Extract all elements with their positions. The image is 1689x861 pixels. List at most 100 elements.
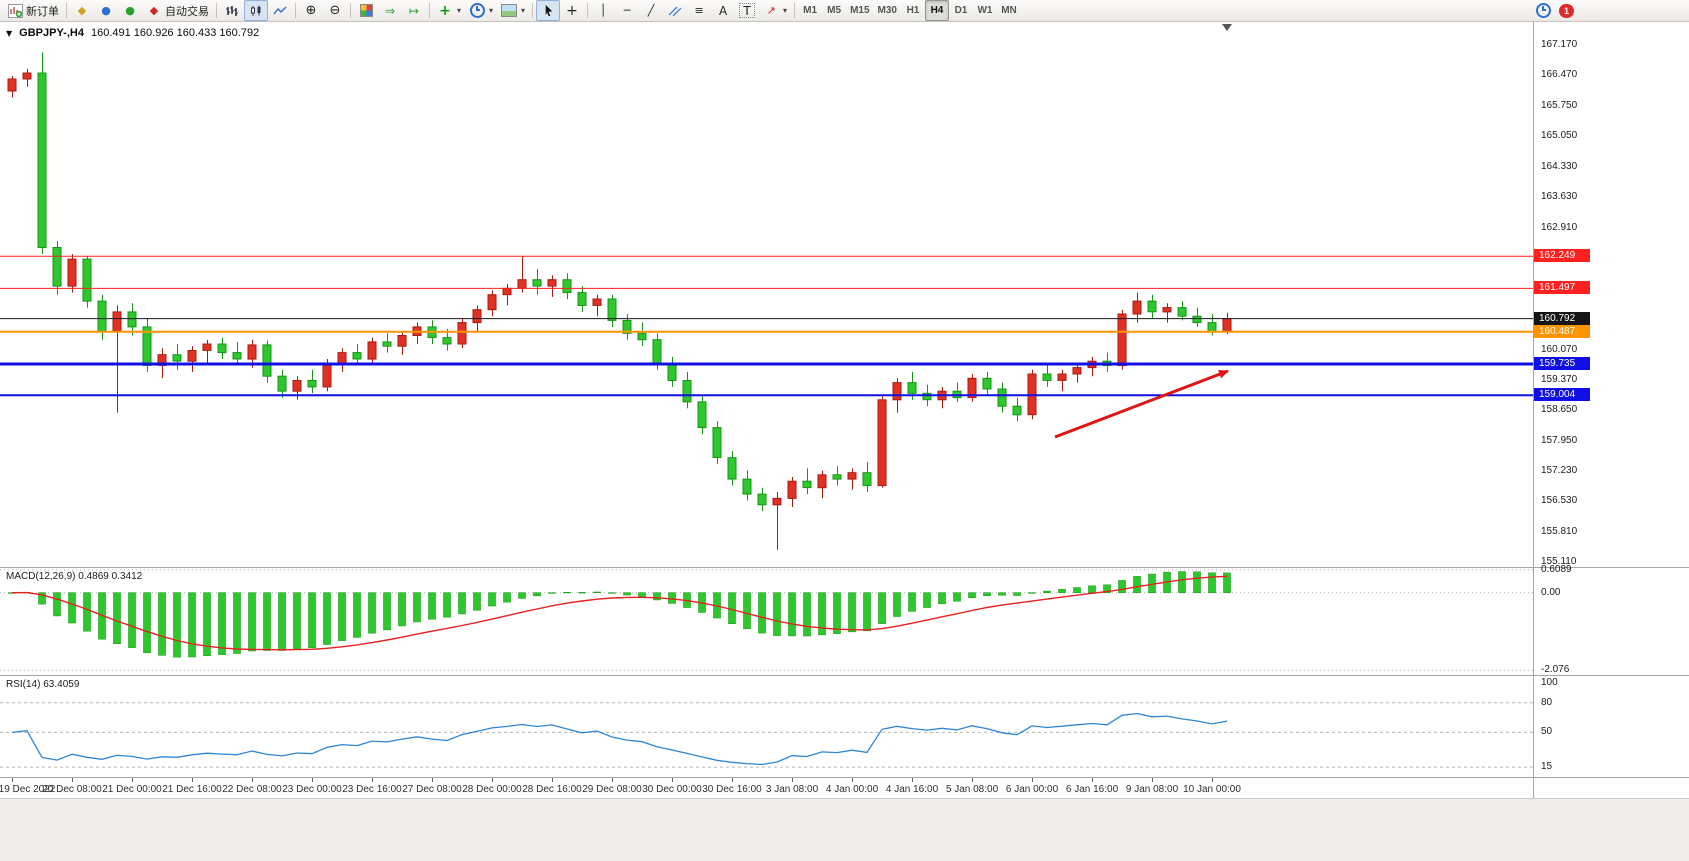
macd-panel-canvas[interactable] bbox=[0, 568, 1533, 675]
vertical-line-button[interactable]: │ bbox=[591, 0, 615, 21]
time-label: 3 Jan 08:00 bbox=[765, 784, 819, 795]
channel-button[interactable] bbox=[663, 0, 687, 21]
time-tick bbox=[732, 778, 733, 782]
time-scale[interactable]: 19 Dec 2022 20 Dec 08:00 21 Dec 00:00 21 De… bbox=[0, 778, 1533, 798]
autotrading-label: 自动交易 bbox=[165, 5, 209, 18]
time-tick bbox=[1032, 778, 1033, 782]
time-label: 9 Jan 08:00 bbox=[1125, 784, 1179, 795]
navigator-button[interactable]: ● bbox=[118, 0, 142, 21]
panel-separator[interactable] bbox=[0, 567, 1689, 568]
panel-separator bbox=[0, 777, 1689, 778]
auto-scroll-button[interactable]: ⇒ bbox=[378, 0, 402, 21]
periods-button[interactable]: ▾ bbox=[465, 0, 497, 21]
timeframe-W1[interactable]: W1 bbox=[977, 5, 993, 16]
timeframe-M5[interactable]: M5 bbox=[827, 5, 842, 16]
trendline-button[interactable]: ╱ bbox=[639, 0, 663, 21]
main-toolbar: 新订单 ◆ ● ● ◆ 自动交易 ⊕ ⊖ ⇒ bbox=[0, 0, 1689, 22]
timeframe-M1[interactable]: M1 bbox=[803, 5, 818, 16]
line-chart-button[interactable] bbox=[268, 0, 292, 21]
community-button[interactable]: ● bbox=[94, 0, 118, 21]
trend-arrow[interactable] bbox=[1054, 369, 1229, 439]
horizontal-line-button[interactable]: ─ bbox=[615, 0, 639, 21]
timeframe-H1[interactable]: H1 bbox=[906, 5, 920, 16]
fibonacci-button[interactable]: ≡ bbox=[687, 0, 711, 21]
templates-button[interactable]: ▾ bbox=[497, 0, 529, 21]
chart-shift-button[interactable]: ↦ bbox=[402, 0, 426, 21]
time-tick bbox=[852, 778, 853, 782]
price-badge-162.249: 162.249 bbox=[1534, 249, 1590, 262]
world-clock-icon[interactable] bbox=[1536, 3, 1551, 18]
ohlc-readout: 160.491 160.926 160.433 160.792 bbox=[90, 27, 260, 39]
time-label: 19 Dec 2022 bbox=[0, 784, 56, 795]
arrows-button[interactable]: ↗ ▾ bbox=[759, 0, 791, 21]
tile-windows-icon bbox=[358, 3, 374, 18]
price-tick: 157.230 bbox=[1541, 465, 1578, 476]
channel-icon bbox=[667, 3, 683, 18]
timeframe-M15[interactable]: M15 bbox=[850, 5, 870, 16]
toolbar-separator bbox=[295, 3, 296, 18]
zoom-out-button[interactable]: ⊖ bbox=[323, 0, 347, 21]
time-label: 28 Dec 00:00 bbox=[462, 784, 522, 795]
price-badge-161.497: 161.497 bbox=[1534, 281, 1590, 294]
market-watch-icon: ◆ bbox=[77, 4, 87, 17]
indicators-button[interactable]: + ▾ bbox=[433, 0, 465, 21]
macd-label: MACD(12,26,9) 0.4869 0.3412 bbox=[6, 571, 143, 582]
panel-separator[interactable] bbox=[0, 675, 1689, 676]
autotrading-icon: ◆ bbox=[149, 4, 159, 17]
timeframe-MN[interactable]: MN bbox=[1001, 5, 1017, 16]
text-icon: A bbox=[718, 3, 728, 18]
symbol-period: GBPJPY-,H4 bbox=[19, 27, 84, 39]
text-button[interactable]: A bbox=[711, 0, 735, 21]
notification-badge[interactable]: 1 bbox=[1559, 3, 1574, 18]
price-tick: 160.070 bbox=[1541, 344, 1578, 355]
zoom-in-button[interactable]: ⊕ bbox=[299, 0, 323, 21]
rsi-axis-label: 100 bbox=[1541, 677, 1558, 688]
time-tick bbox=[492, 778, 493, 782]
crosshair-button[interactable]: + bbox=[560, 0, 584, 21]
templates-icon bbox=[501, 3, 518, 18]
time-label: 30 Dec 00:00 bbox=[642, 784, 702, 795]
autotrading-button[interactable]: ◆ 自动交易 bbox=[142, 0, 213, 21]
time-label: 5 Jan 08:00 bbox=[945, 784, 999, 795]
macd-axis-label: 0.00 bbox=[1541, 587, 1561, 598]
navigator-icon: ● bbox=[125, 4, 135, 17]
dropdown-arrow-icon: ▾ bbox=[783, 6, 788, 15]
price-tick: 166.470 bbox=[1541, 69, 1578, 80]
time-tick bbox=[132, 778, 133, 782]
timeframe-H4[interactable]: H4 bbox=[924, 0, 949, 21]
macd-signal-line bbox=[11, 575, 1228, 651]
candlestick-chart-icon bbox=[248, 3, 264, 18]
macd-axis-label: 0.6089 bbox=[1541, 564, 1572, 575]
indicators-icon: + bbox=[439, 2, 451, 19]
bar-chart-button[interactable] bbox=[220, 0, 244, 21]
one-click-trading-expander[interactable]: ▼ bbox=[6, 28, 13, 38]
time-tick bbox=[312, 778, 313, 782]
timeframe-M30[interactable]: M30 bbox=[877, 5, 897, 16]
time-label: 29 Dec 08:00 bbox=[582, 784, 642, 795]
time-tick bbox=[432, 778, 433, 782]
cursor-button[interactable] bbox=[536, 0, 561, 21]
rsi-line bbox=[11, 712, 1228, 766]
market-watch-button[interactable]: ◆ bbox=[70, 0, 94, 21]
rsi-panel-canvas[interactable] bbox=[0, 676, 1533, 777]
text-label-button[interactable]: T bbox=[735, 0, 759, 21]
time-label: 4 Jan 00:00 bbox=[825, 784, 879, 795]
candlestick-chart-button[interactable] bbox=[244, 0, 268, 21]
new-order-label: 新订单 bbox=[26, 5, 59, 18]
zoom-out-icon: ⊖ bbox=[329, 3, 341, 18]
timeframe-D1[interactable]: D1 bbox=[954, 5, 968, 16]
toolbar-right-group: 1 bbox=[1536, 3, 1686, 18]
new-order-button[interactable]: 新订单 bbox=[3, 0, 63, 21]
price-scale[interactable]: 167.170 166.470 165.750 165.050 164.330 163.6… bbox=[1534, 0, 1689, 798]
price-badge-159.735: 159.735 bbox=[1534, 357, 1590, 370]
toolbar-separator bbox=[429, 3, 430, 18]
toolbar-separator bbox=[532, 3, 534, 18]
price-tick: 157.950 bbox=[1541, 435, 1578, 446]
price-tick: 165.750 bbox=[1541, 100, 1578, 111]
main-chart-canvas[interactable] bbox=[0, 22, 1533, 567]
time-label: 10 Jan 00:00 bbox=[1183, 784, 1241, 795]
price-tick: 155.110 bbox=[1541, 556, 1577, 567]
rsi-label: RSI(14) 63.4059 bbox=[6, 679, 80, 690]
tile-windows-button[interactable] bbox=[354, 0, 378, 21]
